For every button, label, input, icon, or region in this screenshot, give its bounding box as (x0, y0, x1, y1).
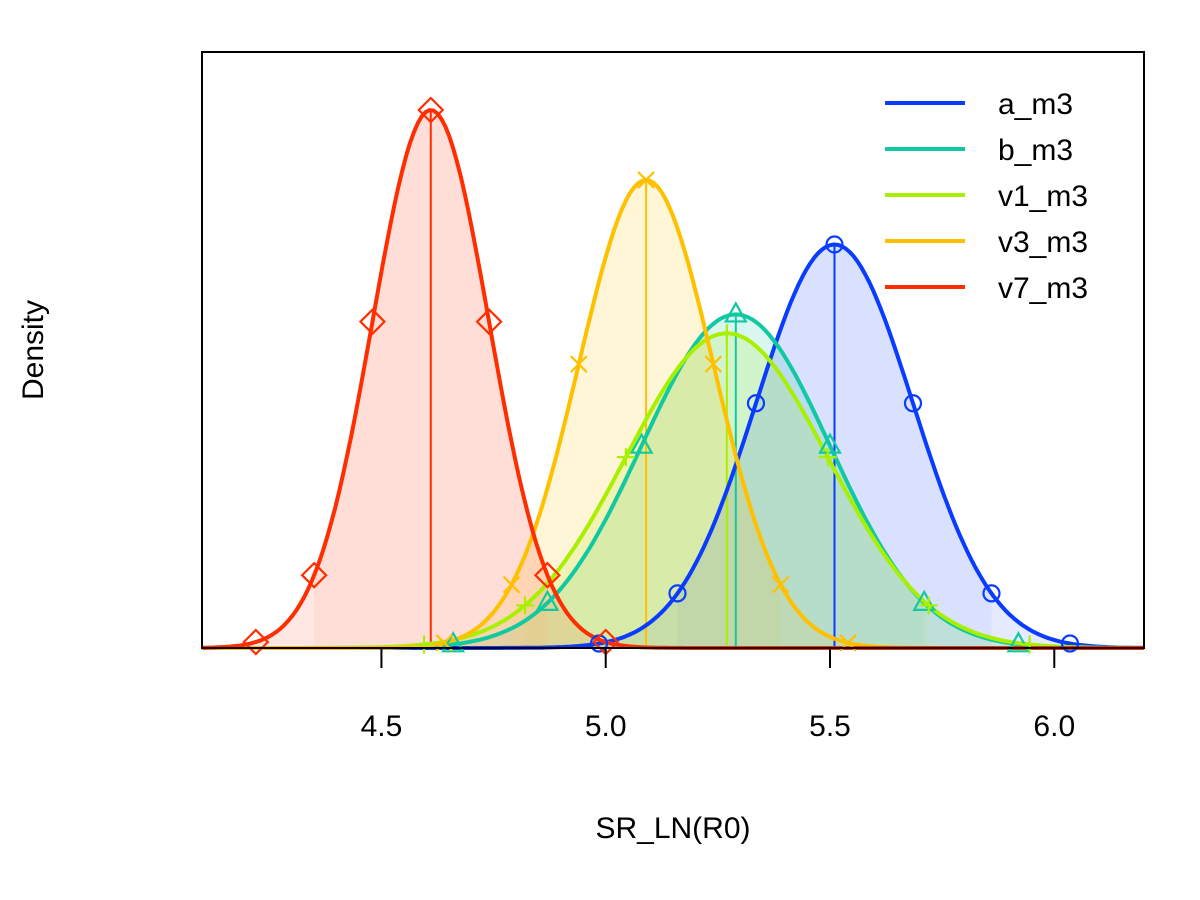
density-fill-a_m3 (202, 244, 1144, 648)
marker-v3_m3 (771, 575, 790, 594)
marker-b_m3 (1006, 631, 1031, 653)
x-tick-label: 5.0 (585, 710, 627, 743)
mean-lines (429, 110, 836, 648)
marker-a_m3 (982, 584, 1001, 603)
density-fill-v7_m3 (202, 110, 1144, 649)
marker-v1_m3 (415, 635, 434, 654)
legend-label-v7_m3: v7_m3 (998, 272, 1088, 305)
marker-v3_m3 (704, 355, 723, 373)
marker-v3_m3 (637, 171, 655, 189)
x-tick-label: 4.5 (361, 710, 403, 743)
legend-label-v1_m3: v1_m3 (998, 180, 1088, 213)
marker-v7_m3 (533, 561, 561, 589)
density-fill-b_m3 (202, 314, 1144, 648)
marker-v1_m3 (717, 324, 736, 343)
marker-v7_m3 (475, 308, 503, 336)
density-fill-v1_m3 (202, 333, 1144, 648)
marker-v1_m3 (1020, 635, 1039, 654)
marker-v1_m3 (515, 596, 534, 615)
marker-a_m3 (1060, 634, 1080, 653)
marker-b_m3 (818, 432, 842, 454)
marker-b_m3 (629, 432, 654, 454)
x-axis: 4.5 5.0 5.5 6.0 (361, 647, 1075, 743)
marker-b_m3 (535, 589, 560, 611)
marker-b_m3 (441, 631, 466, 653)
marker-v1_m3 (919, 596, 938, 615)
legend-label-b_m3: b_m3 (998, 134, 1073, 167)
density-fill-v3_m3 (202, 180, 1144, 648)
marker-v3_m3 (502, 575, 521, 594)
marker-v7_m3 (358, 308, 387, 336)
marker-a_m3 (668, 584, 687, 603)
marker-v1_m3 (616, 448, 635, 467)
legend-label-v3_m3: v3_m3 (998, 226, 1088, 259)
x-axis-title: SR_LN(R0) (595, 812, 750, 845)
marker-a_m3 (825, 235, 844, 254)
marker-v1_m3 (818, 448, 837, 467)
marker-v7_m3 (242, 628, 270, 656)
legend: a_m3 b_m3 v1_m3 v3_m3 v7_m3 (885, 88, 1088, 305)
marker-v7_m3 (417, 96, 445, 124)
legend-label-a_m3: a_m3 (998, 88, 1073, 121)
marker-a_m3 (903, 394, 923, 413)
x-tick-label: 6.0 (1033, 710, 1075, 743)
marker-b_m3 (723, 301, 748, 323)
marker-a_m3 (746, 394, 766, 413)
y-axis-title: Density (17, 300, 50, 400)
marker-v7_m3 (300, 561, 328, 589)
marker-v3_m3 (570, 355, 588, 373)
x-tick-label: 5.5 (809, 710, 851, 743)
